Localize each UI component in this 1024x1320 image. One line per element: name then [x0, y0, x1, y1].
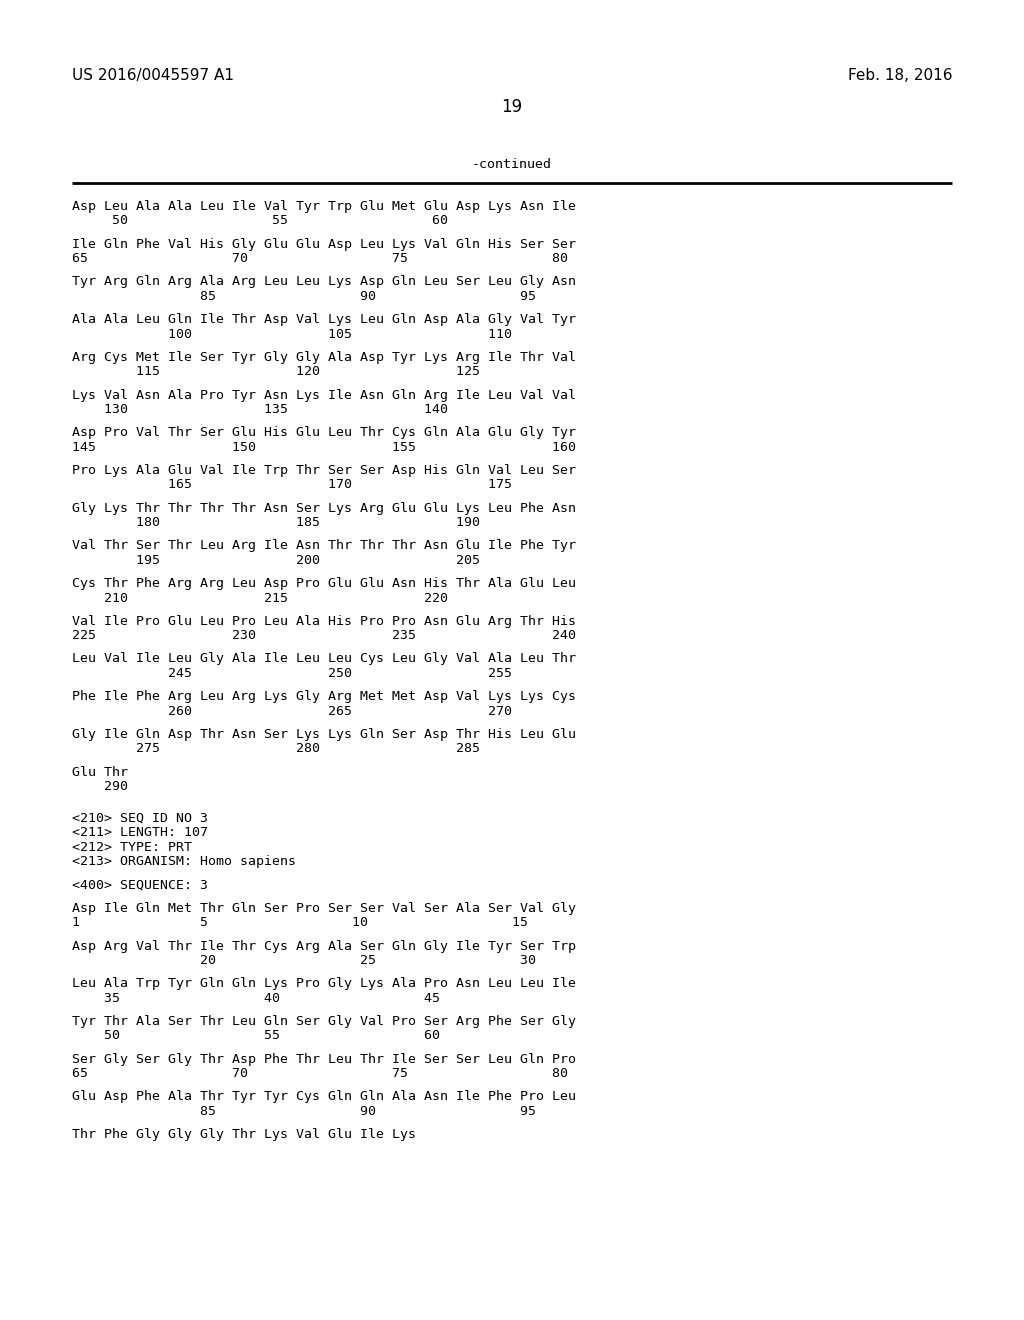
Text: 115                 120                 125: 115 120 125	[72, 366, 480, 379]
Text: Arg Cys Met Ile Ser Tyr Gly Gly Ala Asp Tyr Lys Arg Ile Thr Val: Arg Cys Met Ile Ser Tyr Gly Gly Ala Asp …	[72, 351, 575, 364]
Text: Gly Lys Thr Thr Thr Thr Asn Ser Lys Arg Glu Glu Lys Leu Phe Asn: Gly Lys Thr Thr Thr Thr Asn Ser Lys Arg …	[72, 502, 575, 515]
Text: <400> SEQUENCE: 3: <400> SEQUENCE: 3	[72, 879, 208, 891]
Text: <211> LENGTH: 107: <211> LENGTH: 107	[72, 826, 208, 840]
Text: 65                  70                  75                  80: 65 70 75 80	[72, 1067, 568, 1080]
Text: Thr Phe Gly Gly Gly Thr Lys Val Glu Ile Lys: Thr Phe Gly Gly Gly Thr Lys Val Glu Ile …	[72, 1129, 416, 1140]
Text: 50                  55                  60: 50 55 60	[72, 214, 449, 227]
Text: 19: 19	[502, 98, 522, 116]
Text: Val Ile Pro Glu Leu Pro Leu Ala His Pro Pro Asn Glu Arg Thr His: Val Ile Pro Glu Leu Pro Leu Ala His Pro …	[72, 615, 575, 628]
Text: Val Thr Ser Thr Leu Arg Ile Asn Thr Thr Thr Asn Glu Ile Phe Tyr: Val Thr Ser Thr Leu Arg Ile Asn Thr Thr …	[72, 540, 575, 552]
Text: 225                 230                 235                 240: 225 230 235 240	[72, 630, 575, 643]
Text: 180                 185                 190: 180 185 190	[72, 516, 480, 529]
Text: Asp Ile Gln Met Thr Gln Ser Pro Ser Ser Val Ser Ala Ser Val Gly: Asp Ile Gln Met Thr Gln Ser Pro Ser Ser …	[72, 902, 575, 915]
Text: 245                 250                 255: 245 250 255	[72, 667, 512, 680]
Text: 50                  55                  60: 50 55 60	[72, 1030, 440, 1043]
Text: Ser Gly Ser Gly Thr Asp Phe Thr Leu Thr Ile Ser Ser Leu Gln Pro: Ser Gly Ser Gly Thr Asp Phe Thr Leu Thr …	[72, 1052, 575, 1065]
Text: 100                 105                 110: 100 105 110	[72, 327, 512, 341]
Text: 210                 215                 220: 210 215 220	[72, 591, 449, 605]
Text: Tyr Thr Ala Ser Thr Leu Gln Ser Gly Val Pro Ser Arg Phe Ser Gly: Tyr Thr Ala Ser Thr Leu Gln Ser Gly Val …	[72, 1015, 575, 1028]
Text: Tyr Arg Gln Arg Ala Arg Leu Leu Lys Asp Gln Leu Ser Leu Gly Asn: Tyr Arg Gln Arg Ala Arg Leu Leu Lys Asp …	[72, 276, 575, 288]
Text: 35                  40                  45: 35 40 45	[72, 991, 440, 1005]
Text: 275                 280                 285: 275 280 285	[72, 742, 480, 755]
Text: 65                  70                  75                  80: 65 70 75 80	[72, 252, 568, 265]
Text: 130                 135                 140: 130 135 140	[72, 403, 449, 416]
Text: Glu Asp Phe Ala Thr Tyr Tyr Cys Gln Gln Ala Asn Ile Phe Pro Leu: Glu Asp Phe Ala Thr Tyr Tyr Cys Gln Gln …	[72, 1090, 575, 1104]
Text: Leu Val Ile Leu Gly Ala Ile Leu Leu Cys Leu Gly Val Ala Leu Thr: Leu Val Ile Leu Gly Ala Ile Leu Leu Cys …	[72, 652, 575, 665]
Text: US 2016/0045597 A1: US 2016/0045597 A1	[72, 69, 234, 83]
Text: Asp Arg Val Thr Ile Thr Cys Arg Ala Ser Gln Gly Ile Tyr Ser Trp: Asp Arg Val Thr Ile Thr Cys Arg Ala Ser …	[72, 940, 575, 953]
Text: 20                  25                  30: 20 25 30	[72, 954, 536, 968]
Text: <210> SEQ ID NO 3: <210> SEQ ID NO 3	[72, 812, 208, 825]
Text: Feb. 18, 2016: Feb. 18, 2016	[848, 69, 952, 83]
Text: Glu Thr: Glu Thr	[72, 766, 128, 779]
Text: Asp Pro Val Thr Ser Glu His Glu Leu Thr Cys Gln Ala Glu Gly Tyr: Asp Pro Val Thr Ser Glu His Glu Leu Thr …	[72, 426, 575, 440]
Text: 1               5                  10                  15: 1 5 10 15	[72, 916, 528, 929]
Text: Lys Val Asn Ala Pro Tyr Asn Lys Ile Asn Gln Arg Ile Leu Val Val: Lys Val Asn Ala Pro Tyr Asn Lys Ile Asn …	[72, 388, 575, 401]
Text: Leu Ala Trp Tyr Gln Gln Lys Pro Gly Lys Ala Pro Asn Leu Leu Ile: Leu Ala Trp Tyr Gln Gln Lys Pro Gly Lys …	[72, 977, 575, 990]
Text: 85                  90                  95: 85 90 95	[72, 290, 536, 302]
Text: 145                 150                 155                 160: 145 150 155 160	[72, 441, 575, 454]
Text: Ala Ala Leu Gln Ile Thr Asp Val Lys Leu Gln Asp Ala Gly Val Tyr: Ala Ala Leu Gln Ile Thr Asp Val Lys Leu …	[72, 313, 575, 326]
Text: 260                 265                 270: 260 265 270	[72, 705, 512, 718]
Text: Ile Gln Phe Val His Gly Glu Glu Asp Leu Lys Val Gln His Ser Ser: Ile Gln Phe Val His Gly Glu Glu Asp Leu …	[72, 238, 575, 251]
Text: Gly Ile Gln Asp Thr Asn Ser Lys Lys Gln Ser Asp Thr His Leu Glu: Gly Ile Gln Asp Thr Asn Ser Lys Lys Gln …	[72, 727, 575, 741]
Text: 85                  90                  95: 85 90 95	[72, 1105, 536, 1118]
Text: 195                 200                 205: 195 200 205	[72, 554, 480, 566]
Text: Cys Thr Phe Arg Arg Leu Asp Pro Glu Glu Asn His Thr Ala Glu Leu: Cys Thr Phe Arg Arg Leu Asp Pro Glu Glu …	[72, 577, 575, 590]
Text: <213> ORGANISM: Homo sapiens: <213> ORGANISM: Homo sapiens	[72, 855, 296, 869]
Text: Phe Ile Phe Arg Leu Arg Lys Gly Arg Met Met Asp Val Lys Lys Cys: Phe Ile Phe Arg Leu Arg Lys Gly Arg Met …	[72, 690, 575, 704]
Text: <212> TYPE: PRT: <212> TYPE: PRT	[72, 841, 193, 854]
Text: Pro Lys Ala Glu Val Ile Trp Thr Ser Ser Asp His Gln Val Leu Ser: Pro Lys Ala Glu Val Ile Trp Thr Ser Ser …	[72, 463, 575, 477]
Text: Asp Leu Ala Ala Leu Ile Val Tyr Trp Glu Met Glu Asp Lys Asn Ile: Asp Leu Ala Ala Leu Ile Val Tyr Trp Glu …	[72, 201, 575, 213]
Text: 290: 290	[72, 780, 128, 793]
Text: 165                 170                 175: 165 170 175	[72, 478, 512, 491]
Text: -continued: -continued	[472, 158, 552, 172]
